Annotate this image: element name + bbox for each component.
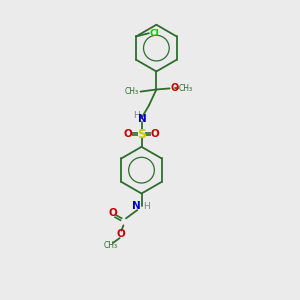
Text: O: O bbox=[117, 229, 126, 239]
Text: Cl: Cl bbox=[149, 29, 159, 38]
Text: H: H bbox=[134, 111, 140, 120]
Text: O: O bbox=[170, 83, 178, 93]
Text: O: O bbox=[151, 129, 160, 139]
Text: N: N bbox=[138, 114, 147, 124]
Text: O: O bbox=[124, 129, 132, 139]
Text: N: N bbox=[133, 201, 141, 211]
Text: O: O bbox=[109, 208, 117, 218]
Text: CH₃: CH₃ bbox=[178, 84, 193, 93]
Text: CH₃: CH₃ bbox=[104, 241, 118, 250]
Text: S: S bbox=[137, 128, 146, 141]
Text: H: H bbox=[143, 202, 150, 211]
Text: CH₃: CH₃ bbox=[124, 87, 139, 96]
